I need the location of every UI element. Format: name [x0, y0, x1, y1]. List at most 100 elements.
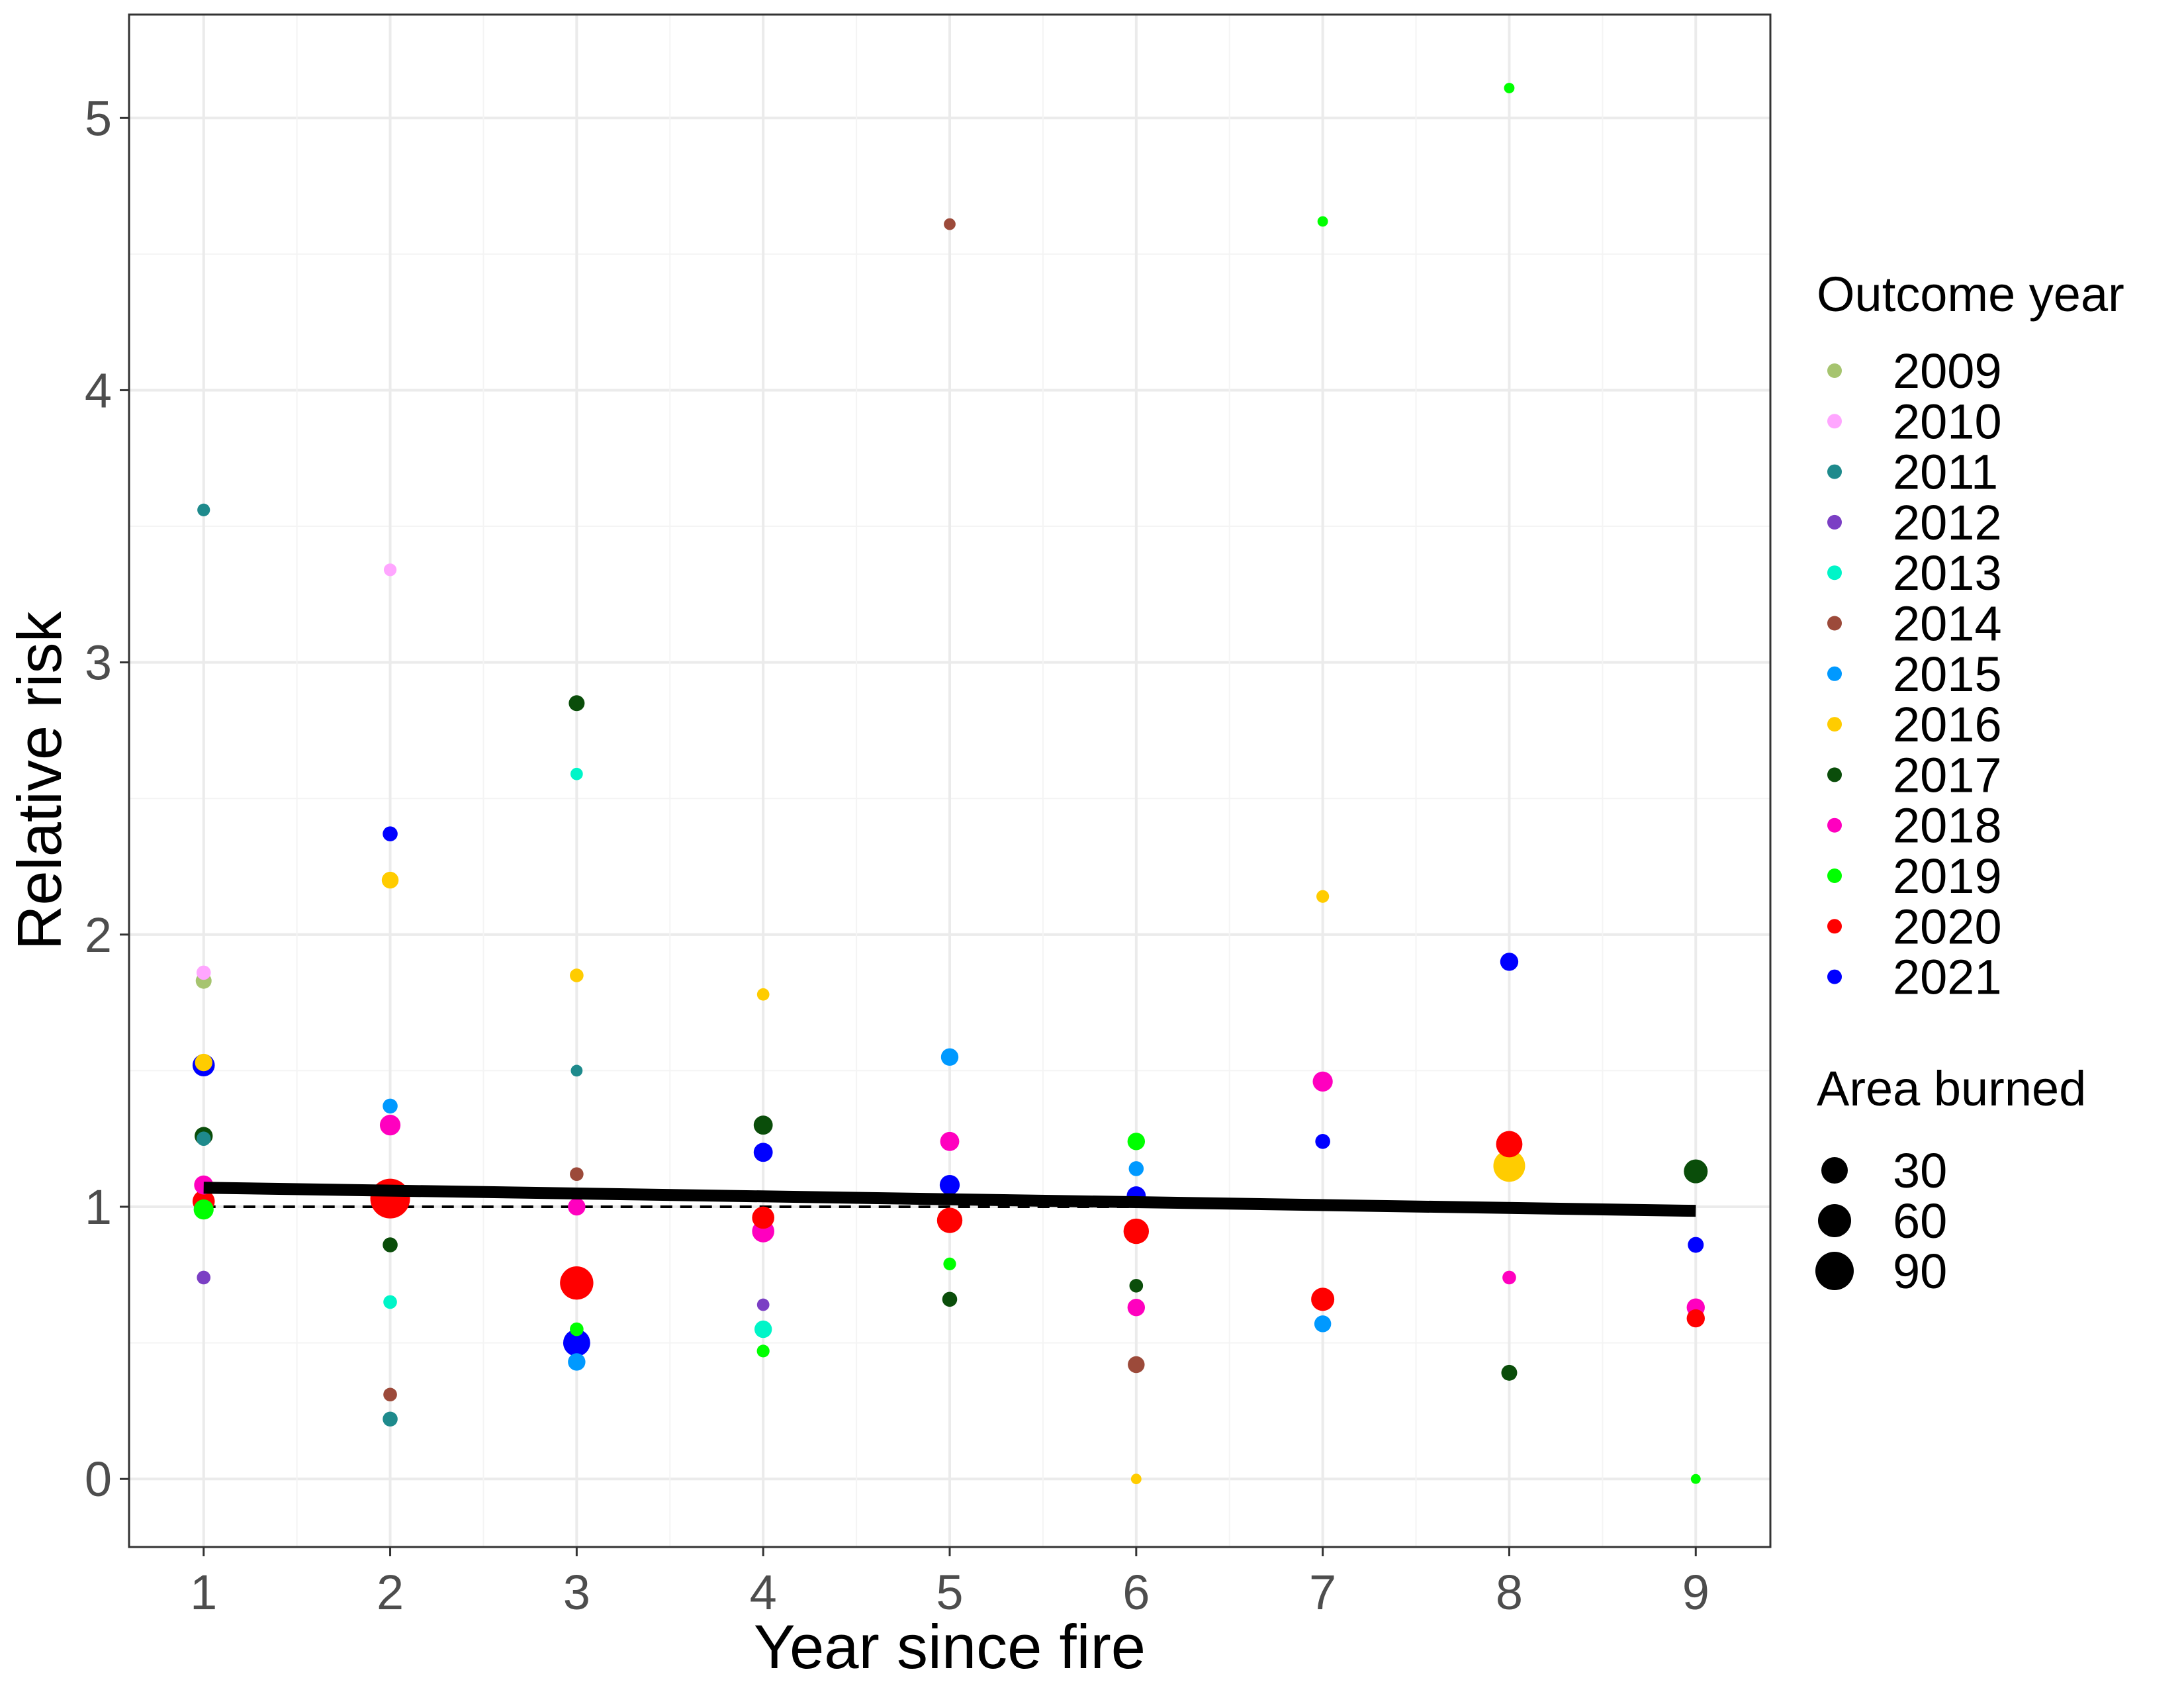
data-point-2016: [570, 968, 584, 982]
legend-label-2009: 2009: [1893, 344, 2002, 399]
data-point-2019: [1127, 1133, 1146, 1150]
x-tick-label: 8: [1496, 1565, 1523, 1620]
x-axis-title: Year since fire: [754, 1612, 1146, 1681]
data-point-2018: [1502, 1270, 1516, 1285]
legend-label-2021: 2021: [1893, 950, 2002, 1005]
legend-key-2009: [1827, 363, 1842, 378]
data-point-2014: [944, 218, 956, 230]
data-point-2017: [1129, 1278, 1144, 1293]
data-point-2019: [1504, 83, 1515, 93]
data-point-2015: [383, 1098, 398, 1114]
x-tick-label: 7: [1309, 1565, 1336, 1620]
data-point-2016: [1493, 1150, 1525, 1182]
x-tick-label: 3: [563, 1565, 590, 1620]
size-label-30: 30: [1893, 1143, 1947, 1198]
legend-label-2016: 2016: [1893, 697, 2002, 752]
data-point-2020: [1686, 1309, 1705, 1328]
data-point-2019: [193, 1199, 214, 1220]
x-tick-label: 4: [750, 1565, 777, 1620]
size-label-60: 60: [1893, 1194, 1947, 1248]
data-point-2020: [560, 1266, 594, 1300]
y-tick-label: 3: [85, 635, 112, 690]
x-tick-label: 9: [1682, 1565, 1709, 1620]
data-point-2014: [383, 1387, 397, 1402]
legend-key-2021: [1827, 969, 1842, 984]
legend-key-2017: [1827, 767, 1842, 782]
data-point-2018: [1312, 1071, 1333, 1092]
data-point-2019: [1317, 216, 1328, 227]
legend-label-2017: 2017: [1893, 747, 2002, 802]
legend-label-2015: 2015: [1893, 647, 2002, 702]
data-point-2011: [196, 1131, 211, 1147]
x-tick-label: 6: [1122, 1565, 1150, 1620]
data-point-2021: [383, 826, 398, 841]
x-tick-label: 2: [377, 1565, 404, 1620]
data-point-2018: [379, 1115, 401, 1136]
legend-key-2015: [1827, 666, 1842, 681]
legend-key-2019: [1827, 868, 1842, 883]
legend-key-2011: [1827, 464, 1842, 479]
data-point-2017: [942, 1291, 958, 1307]
y-axis-title: Relative risk: [5, 611, 74, 951]
data-point-2019: [943, 1257, 956, 1270]
data-point-2017: [569, 695, 585, 712]
data-point-2013: [754, 1320, 772, 1338]
data-point-2016: [756, 988, 770, 1001]
data-point-2012: [756, 1298, 770, 1311]
legend-key-2010: [1827, 414, 1842, 429]
data-point-2016: [1316, 890, 1330, 903]
data-point-2021: [1500, 953, 1519, 971]
size-key-30: [1821, 1157, 1848, 1184]
x-tick-label: 1: [190, 1565, 217, 1620]
data-point-2010: [383, 563, 397, 577]
legend-key-2014: [1827, 616, 1842, 631]
data-point-2014: [1128, 1356, 1145, 1374]
data-point-2013: [383, 1295, 397, 1309]
data-point-2020: [936, 1207, 963, 1233]
data-point-2019: [1690, 1474, 1701, 1484]
data-point-2013: [570, 767, 583, 780]
legend-key-2020: [1827, 919, 1842, 934]
data-point-2020: [1496, 1131, 1523, 1158]
data-point-2017: [1501, 1364, 1518, 1381]
data-point-2011: [197, 503, 210, 516]
legend-key-2016: [1827, 717, 1842, 732]
trend-line: [203, 1182, 1696, 1217]
legend-label-2014: 2014: [1893, 596, 2002, 651]
data-point-2019: [756, 1344, 770, 1358]
size-legend-title: Area burned: [1817, 1061, 2086, 1116]
size-label-90: 90: [1893, 1244, 1947, 1299]
legend-label-2012: 2012: [1893, 495, 2002, 550]
legend-label-2020: 2020: [1893, 899, 2002, 954]
data-point-2021: [753, 1143, 773, 1162]
data-point-2021: [1315, 1134, 1330, 1149]
size-key-90: [1815, 1252, 1854, 1290]
data-point-2021: [1688, 1237, 1704, 1253]
legend-label-2010: 2010: [1893, 394, 2002, 449]
legend-label-2011: 2011: [1893, 445, 1998, 500]
size-key-60: [1818, 1204, 1851, 1237]
data-point-2016: [195, 1053, 212, 1072]
data-point-2021: [939, 1174, 960, 1196]
legend-label-2018: 2018: [1893, 798, 2002, 853]
data-point-2017: [753, 1115, 773, 1135]
legend-key-2018: [1827, 818, 1842, 833]
data-point-2015: [1314, 1315, 1332, 1333]
axes: 1 2 3 4 5 6 7 8 9 0 1 2 3 4 5: [85, 91, 1709, 1620]
legend-label-2019: 2019: [1893, 849, 2002, 904]
data-point-2017: [1684, 1159, 1708, 1184]
data-point-2015: [940, 1048, 959, 1066]
legend-label-2013: 2013: [1893, 545, 2002, 600]
data-point-2018: [568, 1197, 586, 1216]
y-tick-label: 5: [85, 91, 112, 146]
y-tick-label: 1: [85, 1180, 112, 1235]
y-tick-label: 0: [85, 1452, 112, 1507]
data-point-2021: [563, 1329, 590, 1357]
data-point-2019: [570, 1322, 584, 1336]
data-point-2014: [570, 1167, 584, 1181]
grid: [129, 15, 1770, 1547]
data-point-2010: [196, 965, 211, 980]
data-point-2017: [383, 1237, 398, 1252]
